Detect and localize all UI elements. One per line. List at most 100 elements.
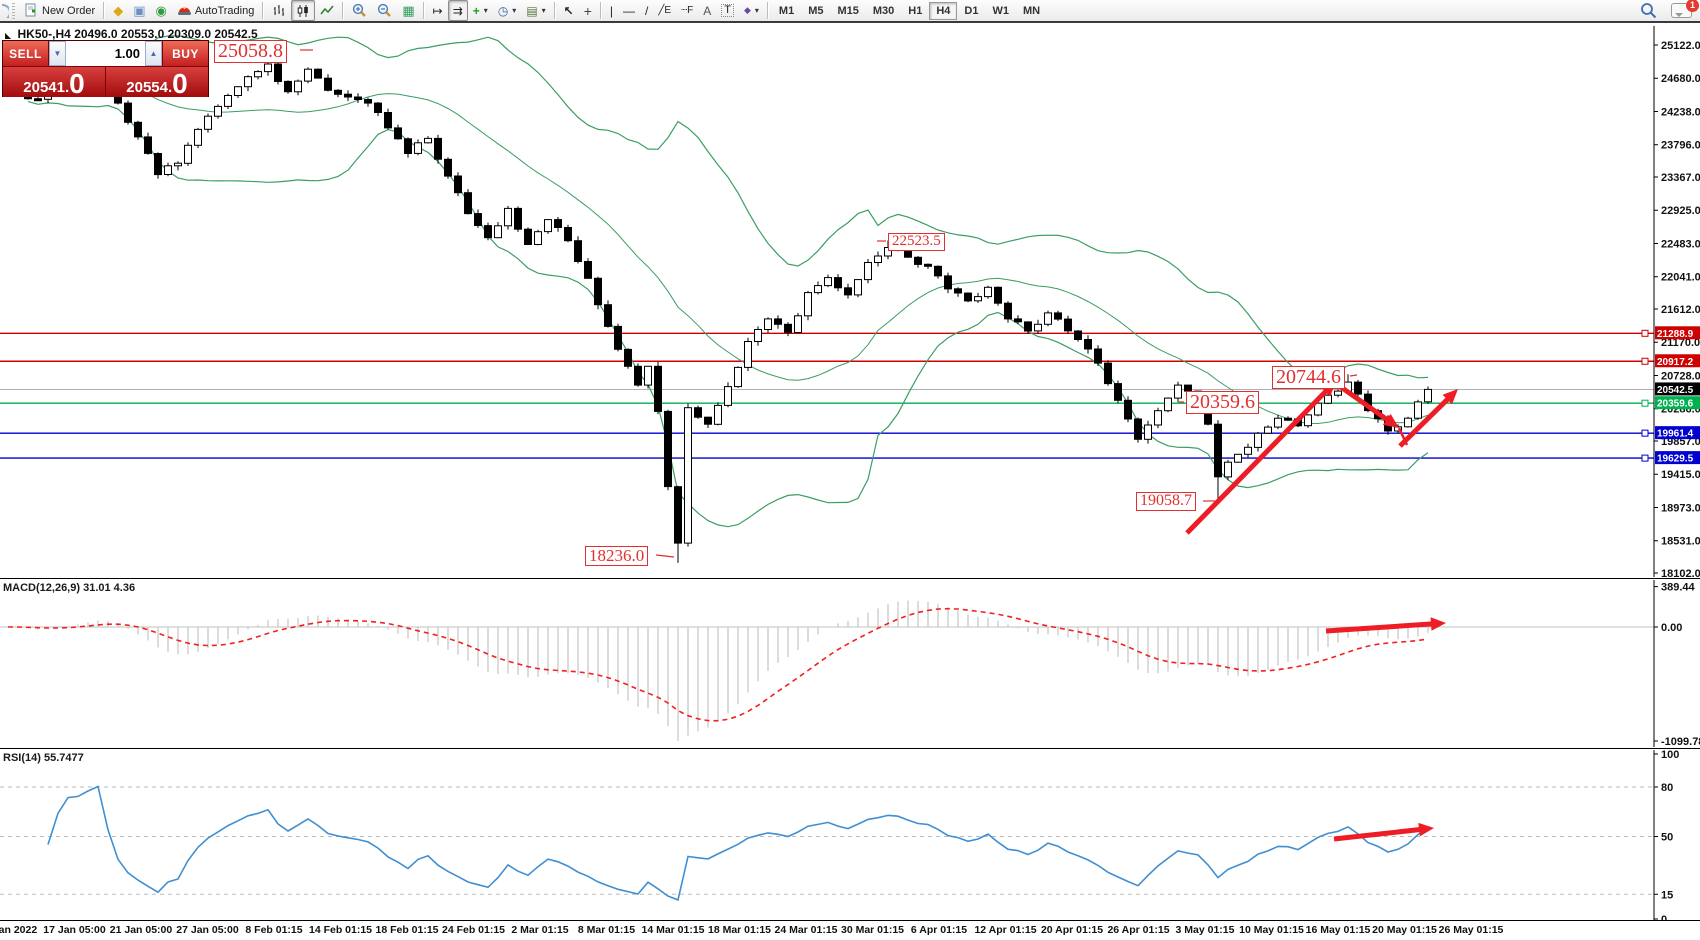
tab-timeframe-M15[interactable]: M15 bbox=[837, 4, 859, 17]
bollinger-bands[interactable] bbox=[27, 35, 1429, 528]
buy-button[interactable]: BUY bbox=[163, 41, 208, 66]
price-callout[interactable]: 18236.0 bbox=[585, 546, 649, 566]
chart-window-button[interactable]: ▣ bbox=[128, 0, 150, 21]
crosshair-icon: + bbox=[583, 2, 592, 19]
tab-timeframe-M5[interactable]: M5 bbox=[808, 4, 824, 17]
candles-layer[interactable] bbox=[4, 49, 1432, 563]
price-callout[interactable]: 20359.6 bbox=[1186, 391, 1259, 414]
volume-up-button[interactable]: ▲ bbox=[145, 41, 162, 66]
periods-button[interactable]: ◷ ▾ bbox=[493, 0, 522, 21]
rsi-line[interactable] bbox=[47, 785, 1429, 901]
fibonacci-tool-button[interactable]: ┈F bbox=[676, 0, 698, 21]
macd-histogram[interactable] bbox=[8, 600, 1429, 741]
vertical-line-icon: | bbox=[609, 3, 614, 18]
separator bbox=[342, 2, 345, 19]
time-axis-label: 24 Mar 01:15 bbox=[774, 924, 838, 936]
arrow-objects-icon: ◆ bbox=[743, 5, 751, 15]
templates-button[interactable]: ▤ ▾ bbox=[521, 0, 550, 21]
indicators-button[interactable]: + ▾ bbox=[468, 0, 493, 21]
svg-text:20359.6: 20359.6 bbox=[1657, 399, 1694, 410]
trendline-tool-button[interactable]: / bbox=[640, 0, 653, 21]
scroll-to-end-button[interactable]: ↦ bbox=[428, 0, 448, 21]
rsi-name: RSI(14) bbox=[3, 752, 41, 764]
time-axis-label: 24 Feb 01:15 bbox=[441, 924, 506, 936]
volume-spinner: ▼ 1.00 ▲ bbox=[48, 41, 163, 66]
svg-text:18102.0: 18102.0 bbox=[1661, 568, 1700, 577]
volume-down-button[interactable]: ▼ bbox=[49, 41, 66, 66]
tab-timeframe-D1[interactable]: D1 bbox=[964, 4, 979, 17]
line-handle bbox=[1641, 357, 1649, 365]
svg-text:21612.0: 21612.0 bbox=[1661, 304, 1700, 316]
time-axis-label: 14 Mar 01:15 bbox=[641, 924, 705, 936]
candle-chart-mode-button[interactable] bbox=[291, 0, 316, 21]
tile-windows-icon: ▦ bbox=[402, 3, 415, 18]
autotrading-button[interactable]: AutoTrading bbox=[172, 0, 260, 21]
tile-windows-button[interactable]: ▦ bbox=[397, 0, 419, 21]
text-tool-icon: A bbox=[703, 3, 712, 18]
panel-divider[interactable] bbox=[0, 748, 1700, 749]
macd-signal-line[interactable] bbox=[8, 607, 1429, 722]
zoom-out-button[interactable] bbox=[372, 0, 397, 21]
signal-button[interactable]: ◉ bbox=[150, 0, 171, 21]
vertical-line-tool-button[interactable]: | bbox=[605, 0, 618, 21]
bar-chart-mode-button[interactable] bbox=[267, 0, 291, 21]
macd-name: MACD(12,26,9) bbox=[3, 582, 81, 594]
chevron-down-icon: ▾ bbox=[512, 6, 517, 15]
tab-timeframe-M30[interactable]: M30 bbox=[872, 4, 895, 17]
svg-text:100: 100 bbox=[1661, 750, 1679, 761]
channel-tool-button[interactable]: ╱E bbox=[653, 0, 676, 21]
rsi-trend-arrow[interactable] bbox=[1333, 822, 1434, 842]
arrow-objects-button[interactable]: ◆ ▾ bbox=[739, 0, 764, 21]
separator bbox=[262, 2, 265, 19]
panel-divider[interactable] bbox=[0, 578, 1700, 579]
svg-text:18973.0: 18973.0 bbox=[1661, 502, 1700, 514]
crosshair-tool-button[interactable]: + bbox=[579, 0, 597, 21]
horizontal-level-lines[interactable] bbox=[0, 332, 1654, 459]
symbol-header: ◣ HK50-,H4 20496.0 20553.0 20309.0 20542… bbox=[5, 27, 258, 41]
chart-annotations[interactable] bbox=[300, 49, 1458, 558]
cursor-tool-button[interactable]: ↖ bbox=[559, 0, 579, 21]
svg-text:50: 50 bbox=[1661, 832, 1673, 844]
search-icon[interactable] bbox=[1640, 2, 1657, 19]
rsi-canvas[interactable]: 100 80 50 15 0 bbox=[0, 750, 1700, 920]
fibonacci-icon: ┈F bbox=[681, 4, 694, 16]
macd-values: 31.01 4.36 bbox=[83, 582, 136, 594]
sell-button[interactable]: SELL bbox=[3, 41, 48, 66]
chevron-down-icon: ▾ bbox=[541, 6, 546, 15]
rsi-axis: 100 80 50 15 0 bbox=[1653, 750, 1679, 920]
buy-price[interactable]: 20554. 0 bbox=[106, 67, 208, 100]
chat-bubble-icon[interactable]: 1 bbox=[1671, 0, 1699, 18]
tab-timeframe-H4[interactable]: H4 bbox=[929, 1, 958, 20]
text-tool-button[interactable]: A bbox=[698, 0, 716, 21]
tab-timeframe-M1[interactable]: M1 bbox=[778, 4, 795, 17]
price-callout[interactable]: 19058.7 bbox=[1136, 492, 1196, 511]
sell-price[interactable]: 20541. 0 bbox=[3, 67, 106, 98]
horizontal-line-tool-button[interactable]: — bbox=[618, 0, 640, 21]
svg-text:22925.0: 22925.0 bbox=[1661, 205, 1700, 217]
separator bbox=[599, 2, 602, 19]
buy-price-big-digit: 0 bbox=[172, 68, 188, 100]
chevron-down-icon: ▾ bbox=[483, 6, 488, 15]
volume-input[interactable]: 1.00 bbox=[114, 46, 140, 61]
chart-shift-button[interactable]: ⇉ bbox=[447, 0, 468, 21]
horizontal-line-icon: — bbox=[623, 3, 636, 18]
tab-timeframe-W1[interactable]: W1 bbox=[992, 4, 1009, 17]
price-callout[interactable]: 20744.6 bbox=[1272, 366, 1345, 389]
macd-trend-arrow[interactable] bbox=[1325, 617, 1446, 634]
main-chart-canvas[interactable]: 25122.0 24680.0 24238.0 23796.0 23367.0 22925… bbox=[0, 26, 1700, 577]
text-label-tool-button[interactable]: T bbox=[716, 0, 739, 21]
tab-timeframe-H1[interactable]: H1 bbox=[908, 4, 923, 17]
zoom-in-button[interactable] bbox=[347, 0, 372, 21]
autotrading-label: AutoTrading bbox=[194, 4, 255, 17]
price-callout[interactable]: 25058.8 bbox=[214, 40, 287, 63]
yellow-cube-button[interactable]: ◆ bbox=[108, 0, 128, 21]
time-axis-label: 2 Mar 01:15 bbox=[511, 924, 569, 936]
tab-timeframe-MN[interactable]: MN bbox=[1022, 4, 1041, 17]
time-axis-label: 26 Apr 01:15 bbox=[1107, 924, 1170, 936]
price-callout[interactable]: 22523.5 bbox=[888, 233, 945, 251]
new-order-icon bbox=[25, 3, 36, 17]
new-order-button[interactable]: New Order bbox=[19, 0, 100, 21]
macd-canvas[interactable]: 389.44 0.00 -1099.78 bbox=[0, 580, 1700, 747]
line-chart-mode-button[interactable] bbox=[315, 0, 339, 21]
